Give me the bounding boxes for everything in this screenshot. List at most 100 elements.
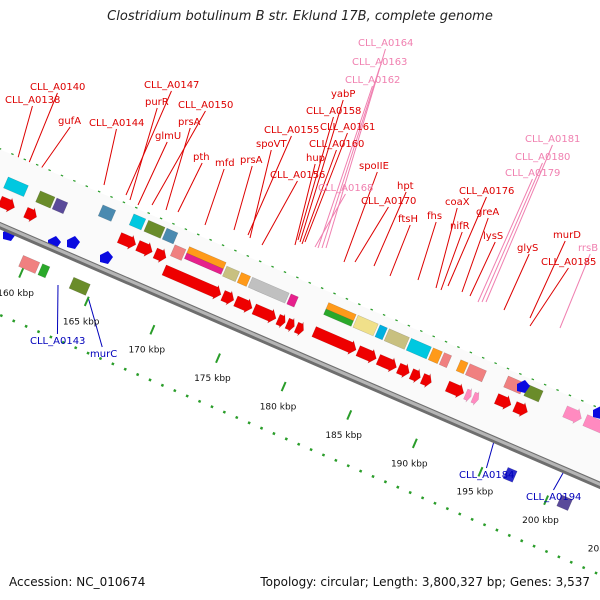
leader-line-11: [233, 165, 253, 231]
gene-feature-41: [464, 363, 487, 383]
gene-feature-47: [493, 393, 512, 410]
blue-marker-2: [67, 236, 80, 249]
leader-line-23: [389, 224, 411, 277]
kbp-label-2: 170 kbp: [128, 346, 165, 356]
gene-feature-40: [455, 359, 469, 375]
gene-label-glmU: glmU: [155, 131, 181, 142]
gene-feature-29: [374, 324, 388, 341]
leader-line-21: [373, 191, 407, 267]
gene-feature-24: [284, 317, 295, 333]
kbp-tick-5: [346, 409, 353, 420]
leader-line-17: [297, 116, 334, 241]
leader-line-15: [294, 163, 316, 246]
leader-line-9: [177, 162, 203, 213]
lower-feature-3: [502, 466, 518, 483]
topology-text: Topology: circular; Length: 3,800,327 bp…: [260, 575, 590, 589]
gene-label-CLL_A0194: CLL_A0194: [526, 492, 581, 503]
gene-feature-11: [152, 247, 167, 264]
kbp-tick-8: [543, 495, 550, 506]
leader-line-22: [354, 206, 389, 263]
gene-label-CLL_A0164: CLL_A0164: [358, 38, 413, 49]
gene-label-murD: murD: [553, 230, 581, 241]
gene-label-CLL_A0158: CLL_A0158: [306, 106, 361, 117]
gene-label-CLL_A0176: CLL_A0176: [459, 186, 514, 197]
kbp-tick-1: [83, 296, 90, 307]
leader-line-41: [56, 284, 59, 335]
gene-feature-20: [220, 290, 235, 306]
gene-label-prsA: prsA: [240, 155, 263, 166]
gene-feature-30: [383, 328, 410, 350]
leader-line-27: [461, 217, 489, 293]
gene-feature-5: [97, 204, 117, 222]
leader-line-4: [129, 107, 158, 201]
leader-line-37: [485, 144, 553, 303]
gene-label-CLL_A0140: CLL_A0140: [30, 82, 85, 93]
gene-label-lysS: lysS: [483, 231, 503, 242]
gene-label-hup: hup: [306, 153, 325, 164]
gene-feature-49: [562, 405, 582, 425]
gene-feature-28: [352, 314, 379, 337]
gene-feature-34: [311, 326, 357, 355]
gene-label-CLL_A0150: CLL_A0150: [178, 100, 233, 111]
gene-label-gufA: gufA: [58, 116, 81, 127]
leader-line-6: [137, 141, 168, 206]
gene-feature-22: [251, 303, 277, 324]
gene-feature-32: [427, 347, 443, 365]
leader-line-19: [301, 149, 337, 245]
leader-line-5: [103, 128, 117, 186]
gene-feature-37: [395, 362, 410, 379]
gene-label-greA: greA: [476, 207, 499, 218]
leader-line-10: [204, 168, 225, 226]
leader-line-26: [440, 231, 463, 291]
leader-line-35: [317, 85, 373, 249]
gene-feature-2: [51, 197, 69, 215]
gene-label-mfd: mfd: [215, 158, 235, 169]
gene-label-CLL_A0161: CLL_A0161: [320, 122, 375, 133]
kbp-label-8: 200 kbp: [522, 516, 559, 526]
gene-label-CLL_A0184: CLL_A0184: [459, 470, 514, 481]
gene-label-CLL_A0155: CLL_A0155: [264, 125, 319, 136]
gene-label-spoIIE: spoIIE: [359, 161, 389, 172]
kbp-label-0: 160 kbp: [0, 289, 34, 299]
gene-feature-33: [438, 352, 453, 369]
leader-line-30: [503, 253, 530, 311]
leader-line-38: [481, 162, 543, 303]
gene-label-CLL_A0180: CLL_A0180: [515, 152, 570, 163]
gene-label-CLL_A0163: CLL_A0163: [352, 57, 407, 68]
leader-line-32: [529, 267, 569, 327]
gene-label-CLL_A0147: CLL_A0147: [144, 80, 199, 91]
leader-line-33: [325, 48, 386, 249]
leader-line-3: [125, 90, 172, 196]
gene-feature-50: [582, 414, 600, 440]
gene-feature-15: [222, 265, 240, 283]
backbone-line: [0, 223, 600, 486]
gene-feature-19: [161, 264, 222, 300]
leader-line-0: [23, 92, 58, 176]
leader-line-28: [469, 241, 496, 297]
gene-feature-26: [325, 302, 357, 322]
gene-label-CLL_A0143: CLL_A0143: [30, 336, 85, 347]
gene-label-prsA: prsA: [178, 117, 201, 128]
leader-line-13: [249, 149, 272, 239]
gene-label-CLL_A0181: CLL_A0181: [525, 134, 580, 145]
gene-feature-39: [419, 372, 432, 389]
accession-text: Accession: NC_010674: [9, 575, 146, 589]
gene-feature-18: [286, 293, 299, 308]
gene-feature-12: [169, 244, 187, 261]
leader-line-2: [39, 126, 71, 171]
kbp-label-4: 180 kbp: [260, 402, 297, 412]
leader-line-7: [151, 110, 206, 206]
gene-label-nifR: nifR: [450, 221, 470, 232]
gene-feature-31: [405, 337, 432, 360]
leader-line-16: [299, 99, 344, 243]
gene-feature-14: [183, 252, 224, 275]
leader-line-29: [447, 196, 487, 287]
gene-feature-48: [512, 401, 528, 418]
gene-feature-43: [463, 388, 472, 403]
gene-label-glyS: glyS: [517, 243, 538, 254]
gene-label-CLL_A0179: CLL_A0179: [505, 168, 560, 179]
gene-label-ftsH: ftsH: [398, 214, 418, 225]
gene-feature-3: [0, 195, 15, 213]
leader-line-14: [261, 180, 298, 246]
